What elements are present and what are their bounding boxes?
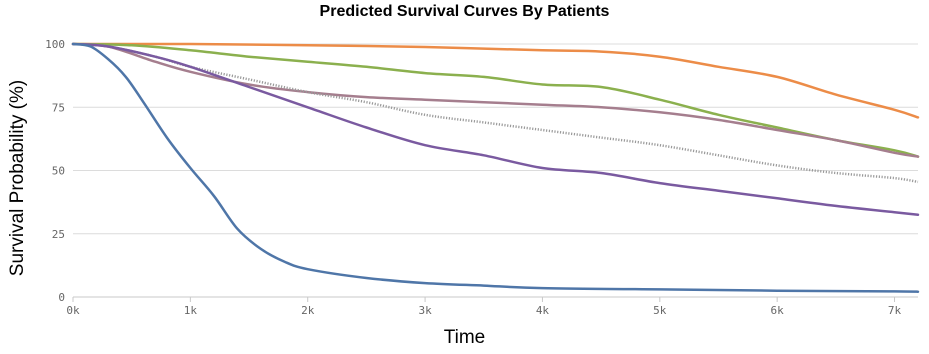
y-tick-label: 100 — [45, 38, 65, 51]
series-line-2 — [71, 42, 920, 158]
x-tick-label: 6k — [771, 304, 785, 317]
y-tick-label: 75 — [52, 101, 65, 114]
series-line-5 — [71, 42, 920, 217]
x-tick-label: 2k — [301, 304, 315, 317]
x-tick-label: 4k — [536, 304, 550, 317]
x-tick-label: 3k — [418, 304, 432, 317]
axes — [72, 296, 918, 302]
x-tick-label: 1k — [184, 304, 198, 317]
y-tick-label: 0 — [58, 291, 65, 304]
series-line-4 — [72, 42, 919, 184]
y-tick-labels: 0 25 50 75 100 — [45, 38, 65, 304]
chart-title: Predicted Survival Curves By Patients — [319, 3, 610, 20]
gridlines — [73, 43, 918, 235]
x-tick-label: 0k — [66, 304, 80, 317]
x-tick-label: 5k — [653, 304, 667, 317]
series-line-6 — [71, 42, 920, 293]
series-line-3 — [71, 42, 920, 158]
series-lines — [71, 42, 920, 293]
x-tick-label: 7k — [888, 304, 902, 317]
y-tick-label: 50 — [52, 165, 65, 178]
x-tick-labels: 0k 1k 2k 3k 4k 5k 6k 7k — [66, 304, 901, 317]
series-line-1 — [71, 42, 920, 119]
x-axis-label: Time — [443, 327, 486, 348]
y-tick-label: 25 — [52, 228, 65, 241]
